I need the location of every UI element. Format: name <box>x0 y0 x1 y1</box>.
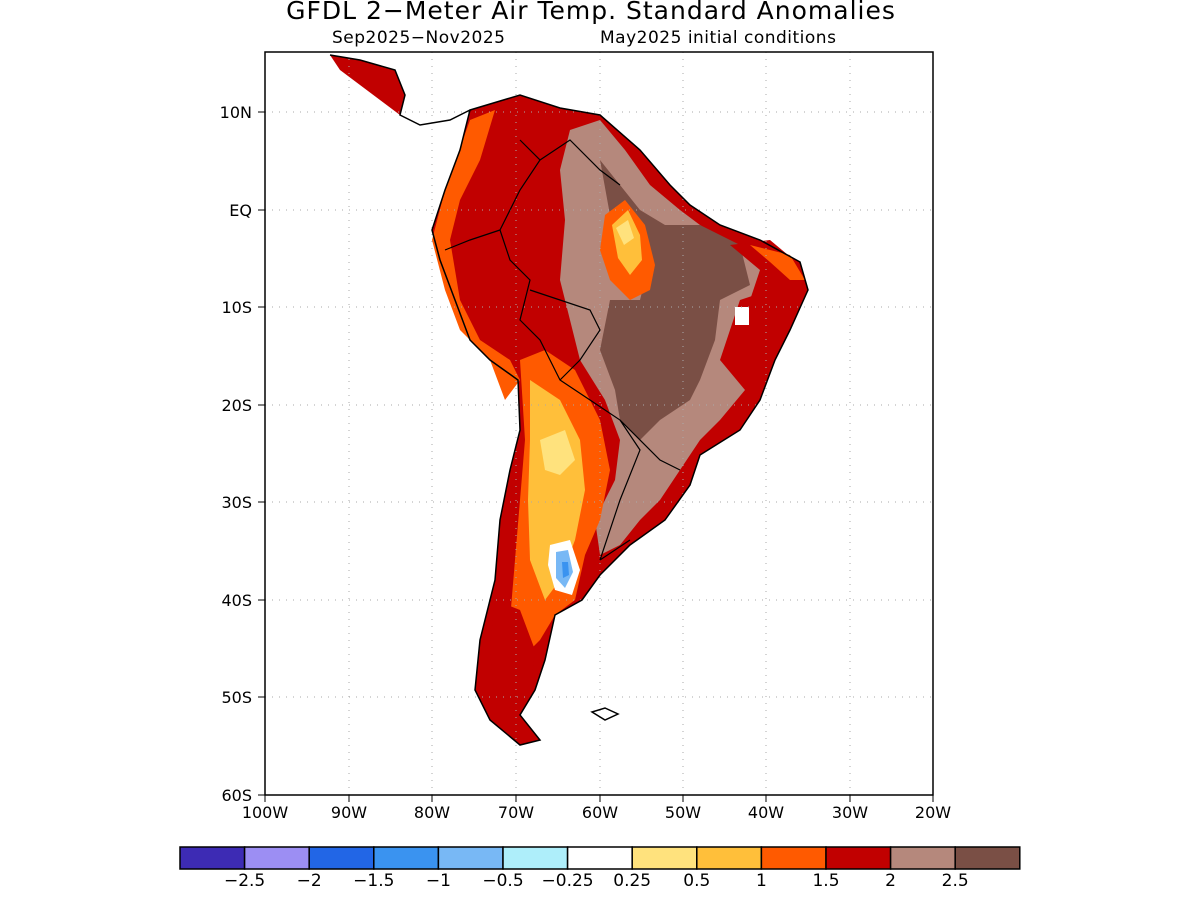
falkland-islands <box>590 707 620 721</box>
colorbar-swatch <box>308 846 375 870</box>
initial-conditions: May2025 initial conditions <box>600 28 837 48</box>
colorbar-swatch <box>889 846 956 870</box>
country-borders <box>444 139 681 561</box>
forecast-period: Sep2025−Nov2025 <box>332 28 506 48</box>
colorbar-swatch <box>760 846 827 870</box>
lat-label: 10S <box>221 298 252 317</box>
chart-title: GFDL 2−Meter Air Temp. Standard Anomalie… <box>286 0 896 25</box>
lon-label: 70W <box>497 803 535 822</box>
central-america-coastline <box>329 54 471 126</box>
colorbar-label: −2 <box>296 871 322 891</box>
axis-ticks <box>258 111 934 802</box>
lat-label: 30S <box>221 493 252 512</box>
lon-label: 60W <box>581 803 619 822</box>
amazon-white-spot <box>616 220 634 245</box>
lon-label: 30W <box>831 803 869 822</box>
lon-label: 80W <box>413 803 451 822</box>
colorbar-swatch <box>437 846 504 870</box>
brazil-dark-brown-core <box>600 160 750 440</box>
patagonia-red <box>490 600 535 710</box>
lat-label: 40S <box>221 591 252 610</box>
colorbar-label: −1 <box>425 871 451 891</box>
west-coast-orange-band <box>432 110 520 400</box>
colorbar-swatch <box>566 846 633 870</box>
lat-label: 50S <box>221 688 252 707</box>
lon-label: 20W <box>914 803 952 822</box>
central-america <box>330 55 405 115</box>
colorbar-label: −1.5 <box>353 871 395 891</box>
ne-brazil-orange <box>750 245 805 280</box>
colorbar-swatch <box>825 846 892 870</box>
colorbar-label: 1.5 <box>812 871 840 891</box>
colorbar-swatch <box>631 846 698 870</box>
map-gridlines <box>265 52 933 795</box>
lon-label: 90W <box>330 803 368 822</box>
argentina-light-yellow <box>540 430 575 475</box>
lat-label: 60S <box>221 786 252 805</box>
colorbar-swatch <box>502 846 569 870</box>
colorbar-label: 0.5 <box>683 871 711 891</box>
colorbar-swatch <box>179 846 246 870</box>
colorbar-swatch <box>243 846 310 870</box>
colorbar-label: 1 <box>755 871 767 891</box>
colorbar-label: 2 <box>885 871 896 891</box>
colorbar-label: −2.5 <box>223 871 266 891</box>
colorbar-label: 0.25 <box>613 871 652 891</box>
cold-anomaly-blue <box>562 562 569 578</box>
colorbar-label: −0.25 <box>541 871 594 891</box>
colorbar-swatch <box>696 846 763 870</box>
ne-brazil-white-gap <box>735 307 749 325</box>
colorbar-label: 2.5 <box>941 871 969 891</box>
lon-label: 100W <box>241 803 289 822</box>
colorbar-swatch <box>373 846 440 870</box>
lat-label: EQ <box>229 201 252 220</box>
colorbar-swatch <box>954 846 1021 870</box>
colorbar-label: −0.5 <box>482 871 524 891</box>
lon-label: 40W <box>747 803 785 822</box>
coastline <box>431 94 809 746</box>
lon-label: 50W <box>664 803 702 822</box>
lat-label: 20S <box>221 396 252 415</box>
map-frame <box>264 51 934 796</box>
lat-label: 10N <box>219 103 252 122</box>
